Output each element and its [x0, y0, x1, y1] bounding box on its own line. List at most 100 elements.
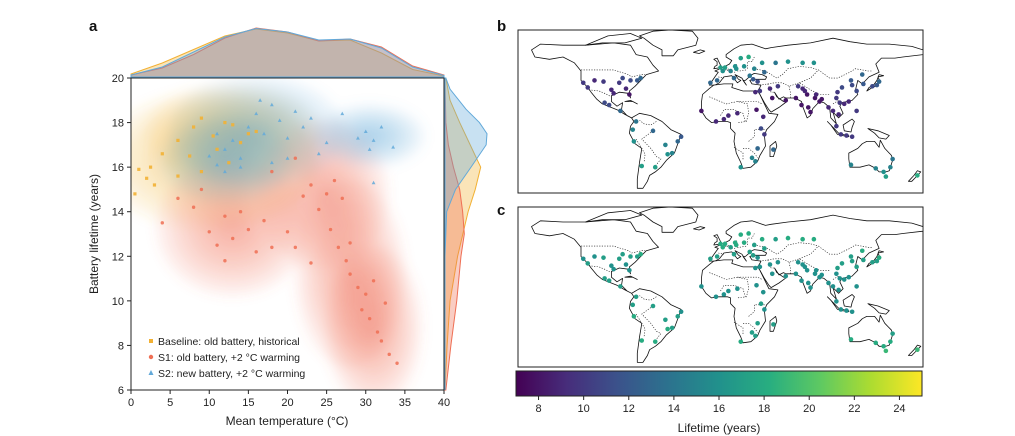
map-c-point: [861, 257, 866, 263]
land-outline: [867, 303, 890, 315]
country-border: [754, 66, 819, 79]
s2-point: [371, 180, 376, 185]
country-border: [718, 252, 724, 255]
panel-label-a: a: [89, 18, 98, 35]
country-border: [799, 244, 873, 260]
colorbar-tick-label: 22: [848, 403, 860, 415]
baseline-point: [223, 120, 227, 125]
map-c-point: [773, 236, 778, 242]
country-border: [635, 313, 646, 338]
axes-a: 0 5 10 15 20 25 30 35 40 6 8 10 12 14 16 18 20: [112, 73, 450, 409]
baseline-point: [254, 129, 258, 134]
country-border: [709, 96, 749, 123]
s2-point: [324, 140, 329, 145]
map-b-point: [669, 150, 675, 156]
map-c-point: [915, 347, 920, 353]
map-c-point: [799, 278, 804, 283]
country-border: [709, 272, 749, 299]
map-c-point: [762, 246, 767, 251]
country-border: [737, 276, 763, 280]
s1-point: [246, 227, 251, 232]
map-c-point: [834, 271, 839, 277]
y-tick-label: 12: [112, 251, 124, 263]
s2-point: [277, 118, 282, 122]
s1-point: [387, 352, 391, 357]
s1-point: [176, 196, 180, 201]
country-border: [759, 82, 830, 95]
colorbar-ticks: 8 10 12 14 16 18 20 22 24: [535, 396, 906, 415]
s1-point: [324, 192, 329, 196]
land-outline: [842, 294, 855, 308]
map-b-point: [844, 133, 849, 138]
map-b-point: [769, 95, 775, 101]
country-border: [747, 56, 755, 69]
map-c-point: [854, 284, 859, 289]
colorbar-label: Lifetime (years): [678, 421, 761, 435]
map-b-point: [795, 83, 801, 89]
baseline-point: [133, 192, 137, 196]
map-c-point: [754, 282, 759, 288]
country-border: [748, 304, 766, 317]
map-b-point: [838, 132, 844, 137]
baseline-point: [199, 170, 204, 174]
map-b-point: [751, 66, 757, 71]
map-c-point: [749, 330, 755, 335]
map-b-point: [835, 89, 840, 95]
map-c-point: [830, 284, 836, 289]
map-b-point: [713, 119, 719, 124]
s2-point: [285, 156, 290, 160]
land-outline: [624, 100, 638, 105]
density-contour: [364, 311, 384, 344]
country-border: [641, 305, 662, 341]
baseline-point: [199, 116, 204, 120]
s1-point: [332, 178, 337, 183]
map-b-point: [890, 156, 895, 162]
country-border: [588, 265, 612, 273]
legend-label: S1: old battery, +2 °C warming: [158, 352, 300, 364]
s2-point: [207, 154, 212, 158]
baseline-point: [152, 183, 157, 187]
s2-point: [371, 138, 376, 142]
map-c-point: [876, 255, 882, 260]
s2-point: [254, 111, 259, 116]
density-contour: [217, 213, 248, 241]
map-c-point: [769, 271, 775, 277]
map-b-point: [834, 123, 839, 129]
x-tick-label: 25: [321, 397, 333, 409]
map-b-point: [754, 107, 759, 113]
map-b-point: [804, 92, 810, 97]
map-c-point: [623, 262, 629, 267]
map-c-point: [771, 322, 776, 327]
y-tick-label: 8: [118, 340, 124, 352]
map-c-point: [652, 339, 658, 344]
s2-point: [246, 125, 251, 129]
map-b-point: [800, 86, 805, 91]
map-b-point: [760, 114, 766, 120]
map-b-point: [623, 86, 629, 91]
map-b-point: [846, 99, 852, 104]
map-b-point: [753, 89, 758, 95]
map-b-point: [759, 60, 765, 66]
map-b-point: [830, 108, 836, 114]
s1-point: [301, 194, 305, 198]
country-border: [588, 89, 612, 98]
map-c-point: [665, 326, 670, 332]
y-tick-label: 16: [112, 162, 124, 174]
map-b-point: [714, 78, 720, 83]
map-b-point: [638, 75, 643, 81]
s2-point: [309, 116, 313, 120]
map-c-point: [835, 265, 840, 271]
map-c-point: [881, 343, 886, 349]
map-c-point: [601, 255, 606, 260]
map-c-point: [663, 317, 668, 323]
map-c-point: [849, 258, 855, 264]
map-b-point: [733, 66, 739, 71]
s1-point: [270, 245, 274, 250]
colorbar-tick-label: 14: [668, 403, 680, 415]
map-c-point: [758, 301, 764, 306]
map-c-point: [638, 251, 643, 257]
s1-point: [356, 285, 360, 290]
s1-point: [328, 227, 333, 232]
s2-point: [215, 162, 219, 167]
s1-point: [309, 183, 313, 187]
